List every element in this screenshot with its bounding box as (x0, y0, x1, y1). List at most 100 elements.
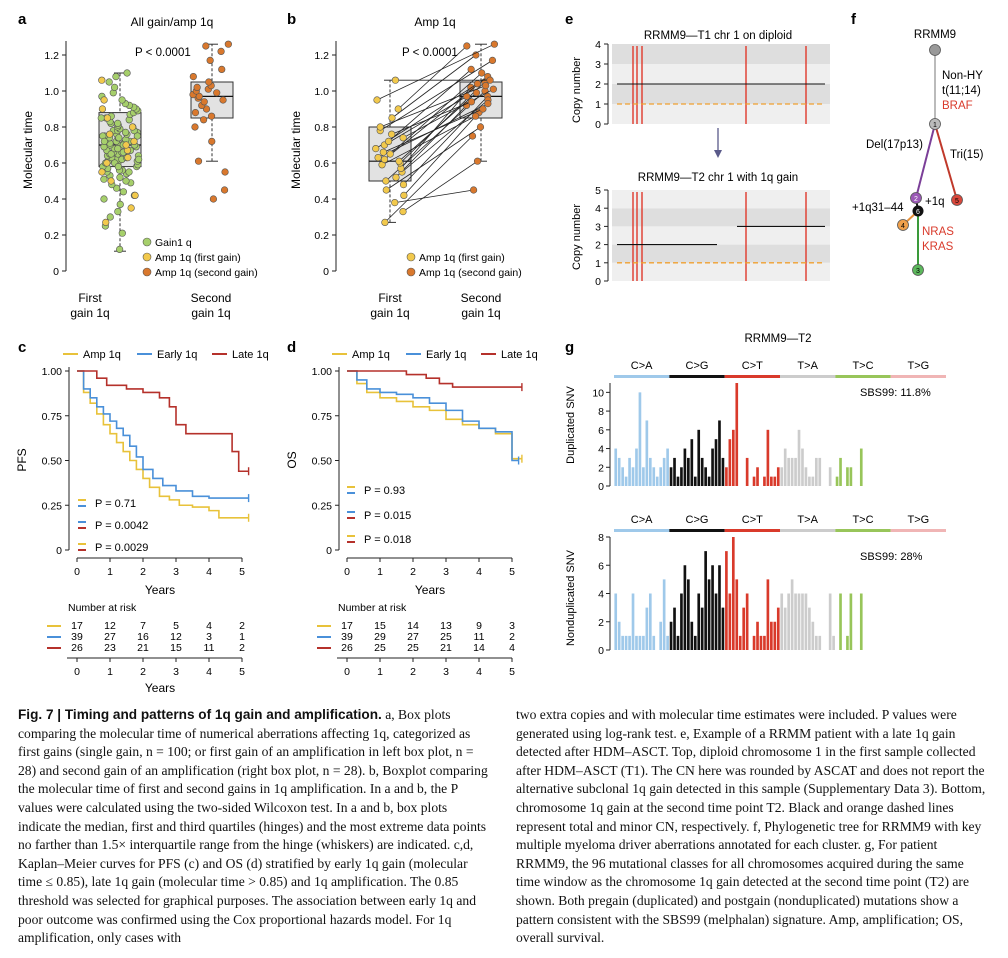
risk-count: 14 (473, 642, 485, 654)
spectrum-bar (700, 457, 704, 486)
data-point (217, 47, 225, 56)
tree-node-5: 5 (951, 194, 963, 206)
panel-g-ylabel-top: Duplicated SNV (565, 386, 577, 464)
panel-e: e RRMM9—T1 chr 1 on diploid Copy number … (565, 11, 830, 288)
pair-line (380, 85, 486, 128)
panel-g-sbs-bottom: SBS99: 28% (860, 551, 923, 563)
spectrum-bar (839, 457, 842, 486)
pair-line (380, 60, 493, 131)
data-point (106, 213, 114, 221)
legend-swatch-gain1q (142, 237, 152, 247)
class-bar (780, 375, 836, 378)
panel-b: b Amp 1q Molecular time 0 0.2 0.4 0.6 0.8 1.0… (287, 11, 522, 320)
km-curve (347, 370, 519, 462)
panel-g-spectrum-nonduplicated: C>A C>G C>T T>A T>C T>G 0 2 4 6 8 (598, 514, 946, 657)
spectrum-bar (652, 635, 656, 650)
y-tick-label: 1 (595, 258, 601, 270)
class-label: T>G (907, 360, 929, 372)
svg-text:5: 5 (955, 198, 959, 205)
pair-line (394, 189, 474, 203)
spectrum-bar (770, 476, 773, 486)
data-point (213, 89, 221, 97)
data-point (391, 76, 399, 84)
svg-text:2: 2 (914, 196, 918, 203)
data-point (399, 181, 408, 189)
tree-root-node (929, 44, 941, 56)
spectrum-bar (731, 429, 735, 486)
spectrum-bar (801, 448, 804, 486)
spectrum-bar (776, 467, 780, 486)
panel-a-xcat1-line1: First (78, 291, 102, 305)
tree-root-label: RRMM9 (914, 29, 956, 41)
data-point (121, 128, 130, 136)
risk-x-tick-label: 2 (410, 666, 416, 678)
y-tick-label: 0.2 (44, 230, 59, 242)
risk-count: 11 (204, 642, 215, 654)
panel-b-xcat2-line2: gain 1q (461, 306, 500, 320)
km-curve (347, 370, 522, 388)
class-bar (890, 375, 946, 378)
y-tick-label: 0 (595, 276, 601, 288)
panel-a-axes: 0 0.2 0.4 0.6 0.8 1.0 1.2 (44, 41, 67, 278)
spectrum-bar (673, 457, 676, 486)
risk-count: 5 (173, 620, 179, 632)
data-point (395, 157, 403, 165)
spectrum-bar (756, 621, 759, 650)
data-point (388, 114, 396, 122)
annotation-nras: NRAS (922, 226, 954, 238)
legend-label: Early 1q (157, 349, 197, 361)
cn-band (612, 244, 830, 263)
annotation-tri15: Tri(15) (950, 149, 984, 161)
panel-g-sbs-top: SBS99: 11.8% (860, 387, 931, 399)
data-point (490, 40, 498, 48)
panel-c-xlabel: Years (145, 583, 175, 597)
class-bar (669, 529, 725, 532)
spectrum-bar (766, 429, 770, 486)
spectrum-bar (808, 607, 811, 650)
class-bar (835, 529, 891, 532)
spectrum-bar (624, 476, 628, 486)
spectrum-bar (614, 593, 618, 650)
spectrum-bar (659, 467, 663, 486)
y-tick-label: 0.8 (44, 122, 59, 134)
pair-line (391, 101, 472, 135)
y-tick-label: 3 (595, 221, 601, 233)
risk-count: 27 (407, 631, 419, 643)
y-tick-label: 1.00 (312, 366, 333, 378)
panel-d-legend: Amp 1q Early 1q Late 1q (332, 349, 538, 361)
risk-count: 21 (137, 642, 149, 654)
spectrum-bar (683, 565, 687, 650)
panel-d: d OS Amp 1q Early 1q Late 1q 0 0.25 0.50 0.… (285, 339, 538, 678)
y-tick-label: 2 (598, 462, 604, 474)
spectrum-bar (846, 467, 849, 486)
spectrum-bar (707, 476, 711, 486)
y-tick-label: 0.50 (42, 456, 63, 468)
spectrum-bar (752, 635, 756, 650)
data-point (103, 159, 111, 167)
spectrum-bar (642, 467, 645, 486)
x-tick-label: 5 (509, 566, 515, 578)
data-point (380, 155, 389, 163)
data-point (209, 195, 218, 203)
spectrum-bar (828, 467, 832, 486)
data-point (486, 76, 494, 84)
x-tick-label: 1 (377, 566, 383, 578)
y-tick-label: 6 (598, 425, 604, 437)
spectrum-bar (794, 593, 797, 650)
spectrum-bar (693, 476, 697, 486)
x-tick-label: 4 (206, 566, 212, 578)
spectrum-bar (690, 621, 694, 650)
data-point (133, 132, 141, 140)
pair-line (403, 112, 480, 196)
spectrum-bar (839, 593, 842, 650)
spectrum-bar (690, 439, 694, 486)
spectrum-bar (687, 579, 690, 650)
spectrum-bar (683, 448, 687, 486)
data-point (471, 112, 480, 120)
figure-canvas: a All gain/amp 1q Molecular time 0 0.2 0.4… (15, 11, 984, 695)
pair-line (402, 88, 494, 139)
risk-table-title: Number at risk (338, 602, 407, 614)
risk-count: 17 (71, 620, 83, 632)
spectrum-bar (859, 593, 863, 650)
legend-label: Amp 1q (second gain) (419, 267, 522, 279)
